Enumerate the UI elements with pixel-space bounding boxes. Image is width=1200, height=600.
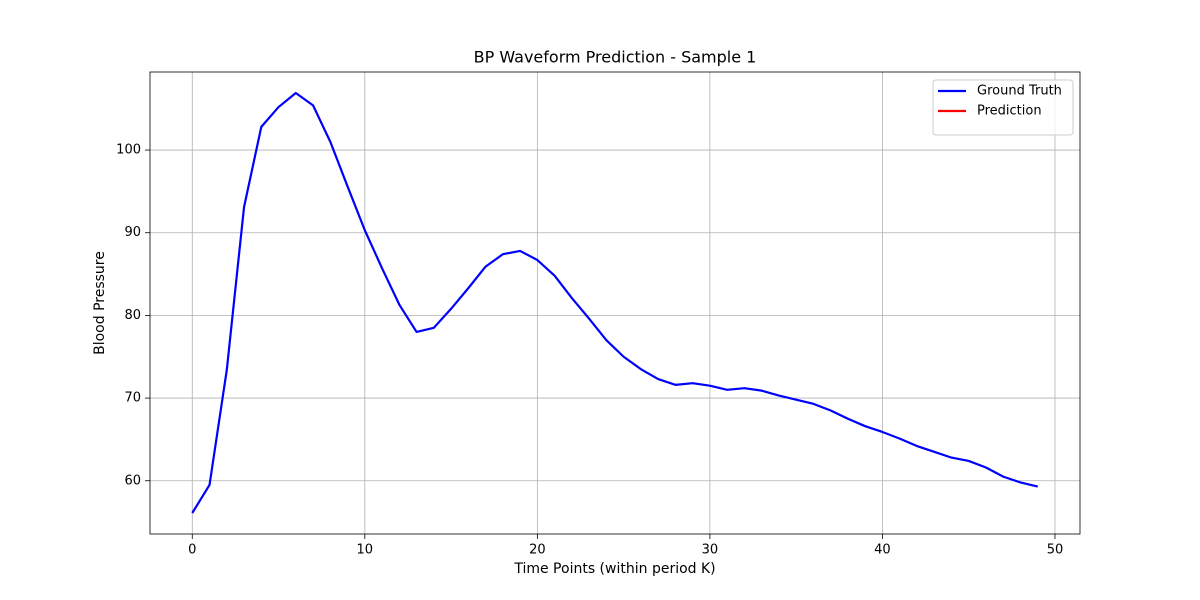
- x-tick-label: 50: [1047, 543, 1064, 558]
- y-tick-label: 70: [124, 391, 141, 406]
- y-tick-label: 90: [124, 225, 141, 240]
- legend-label: Prediction: [977, 104, 1042, 119]
- plot-frame: [149, 71, 1081, 535]
- x-tick-label: 0: [188, 543, 196, 558]
- y-tick-label: 60: [124, 473, 141, 488]
- x-tick-label: 10: [357, 543, 374, 558]
- legend-box: [932, 79, 1074, 136]
- y-tick-label: 100: [116, 143, 141, 158]
- x-axis-label: Time Points (within period K): [513, 561, 715, 577]
- y-axis-label: Blood Pressure: [92, 251, 108, 355]
- x-tick-label: 20: [529, 543, 546, 558]
- chart-title: BP Waveform Prediction - Sample 1: [474, 48, 757, 67]
- data-line: [191, 91, 1038, 514]
- y-tick-label: 80: [124, 308, 141, 323]
- legend-label: Ground Truth: [977, 84, 1062, 99]
- x-tick-label: 40: [874, 543, 891, 558]
- x-tick-label: 30: [702, 543, 719, 558]
